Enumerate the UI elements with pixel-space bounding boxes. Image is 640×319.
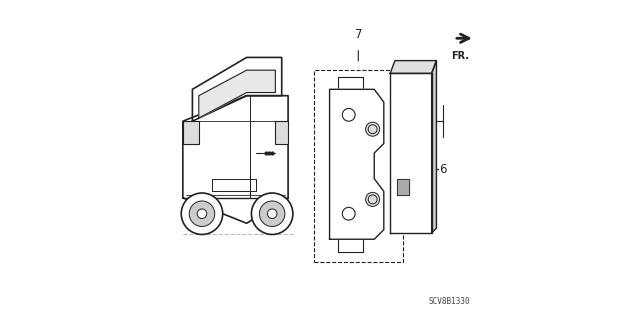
Polygon shape (390, 73, 431, 233)
Polygon shape (330, 89, 384, 239)
Circle shape (181, 193, 223, 234)
Circle shape (259, 201, 285, 226)
Text: 5: 5 (351, 123, 358, 136)
Text: FR.: FR. (451, 51, 468, 61)
Polygon shape (397, 179, 410, 195)
Circle shape (342, 207, 355, 220)
Text: 6: 6 (440, 163, 447, 175)
Polygon shape (275, 121, 288, 144)
Text: 7: 7 (355, 28, 362, 41)
Circle shape (197, 209, 207, 219)
Text: SCV8B1330: SCV8B1330 (428, 297, 470, 306)
Polygon shape (199, 70, 275, 118)
Polygon shape (390, 61, 436, 73)
Polygon shape (431, 61, 436, 233)
Polygon shape (193, 57, 282, 121)
Text: 5: 5 (351, 193, 358, 206)
Polygon shape (183, 121, 199, 144)
Circle shape (252, 193, 293, 234)
Polygon shape (183, 96, 288, 223)
Circle shape (268, 209, 277, 219)
Circle shape (365, 122, 380, 136)
Circle shape (365, 192, 380, 206)
Circle shape (189, 201, 215, 226)
Circle shape (342, 108, 355, 121)
